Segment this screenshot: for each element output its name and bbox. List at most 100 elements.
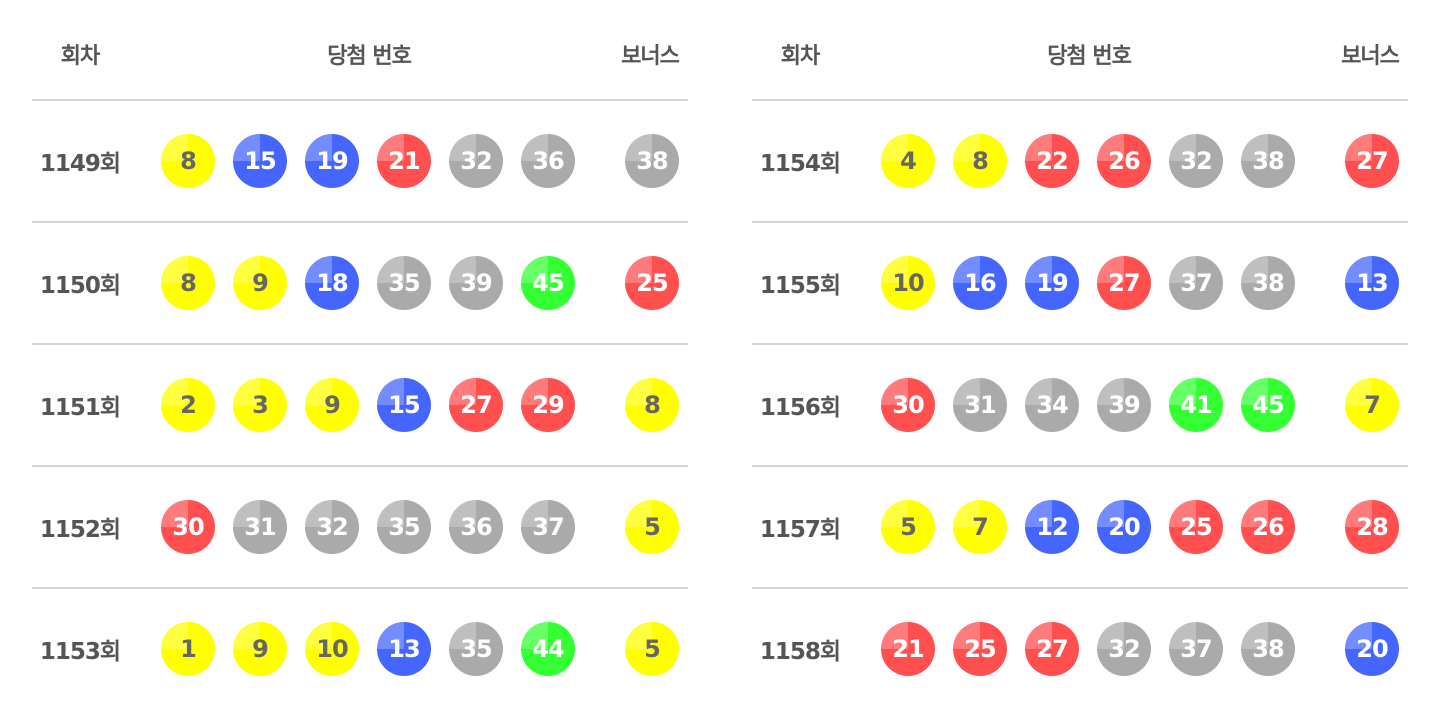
number-ball: 3 xyxy=(233,378,287,432)
ball-number: 27 xyxy=(1356,147,1388,175)
number-ball: 5 xyxy=(881,500,935,554)
ball-number: 13 xyxy=(388,635,420,663)
number-ball: 32 xyxy=(1169,134,1223,188)
ball-number: 36 xyxy=(460,513,492,541)
number-ball: 7 xyxy=(953,500,1007,554)
round-number: 1156회 xyxy=(759,395,841,421)
number-ball: 36 xyxy=(449,500,503,554)
header-numbers: 당첨 번호 xyxy=(327,44,412,69)
ball-number: 30 xyxy=(892,391,924,419)
ball-number: 27 xyxy=(460,391,492,419)
number-ball: 39 xyxy=(449,256,503,310)
number-ball: 45 xyxy=(1241,378,1295,432)
row-divider xyxy=(752,343,1408,345)
bonus-ball: 8 xyxy=(625,378,679,432)
ball-number: 32 xyxy=(316,513,348,541)
ball-number: 20 xyxy=(1108,513,1140,541)
number-ball: 31 xyxy=(953,378,1007,432)
number-ball: 10 xyxy=(305,622,359,676)
number-ball: 8 xyxy=(953,134,1007,188)
ball-number: 4 xyxy=(900,147,917,175)
ball-number: 8 xyxy=(180,269,197,297)
ball-number: 9 xyxy=(252,269,269,297)
number-ball: 25 xyxy=(953,622,1007,676)
ball-number: 45 xyxy=(1252,391,1284,419)
ball-number: 32 xyxy=(1180,147,1212,175)
number-ball: 38 xyxy=(1241,256,1295,310)
header-round: 회차 xyxy=(60,44,100,69)
bonus-ball: 13 xyxy=(1345,256,1399,310)
number-ball: 27 xyxy=(1025,622,1079,676)
ball-number: 31 xyxy=(244,513,276,541)
number-ball: 35 xyxy=(449,622,503,676)
number-ball: 29 xyxy=(521,378,575,432)
ball-number: 21 xyxy=(892,635,924,663)
number-ball: 19 xyxy=(305,134,359,188)
ball-number: 9 xyxy=(324,391,341,419)
number-ball: 36 xyxy=(521,134,575,188)
number-ball: 1 xyxy=(161,622,215,676)
ball-number: 35 xyxy=(460,635,492,663)
number-ball: 9 xyxy=(233,622,287,676)
number-ball: 21 xyxy=(377,134,431,188)
number-ball: 35 xyxy=(377,256,431,310)
header-bonus: 보너스 xyxy=(1341,44,1400,69)
number-ball: 32 xyxy=(305,500,359,554)
row-divider xyxy=(32,343,688,345)
row-divider xyxy=(752,465,1408,467)
header-bonus: 보너스 xyxy=(621,44,680,69)
number-ball: 37 xyxy=(1169,622,1223,676)
round-number: 1151회 xyxy=(39,395,121,421)
number-ball: 4 xyxy=(881,134,935,188)
number-ball: 19 xyxy=(1025,256,1079,310)
ball-number: 39 xyxy=(1108,391,1140,419)
ball-number: 25 xyxy=(1180,513,1212,541)
ball-number: 8 xyxy=(972,147,989,175)
ball-number: 45 xyxy=(532,269,564,297)
number-ball: 2 xyxy=(161,378,215,432)
ball-number: 3 xyxy=(252,391,269,419)
number-ball: 16 xyxy=(953,256,1007,310)
results-table: 회차 당첨 번호 보너스 1149회 8 15 19 21 32 36 38 1150회 8 9 18 35 3… xyxy=(32,0,688,720)
ball-number: 32 xyxy=(460,147,492,175)
bonus-ball: 7 xyxy=(1345,378,1399,432)
ball-number: 20 xyxy=(1356,635,1388,663)
bonus-ball: 38 xyxy=(625,134,679,188)
ball-number: 16 xyxy=(964,269,996,297)
number-ball: 22 xyxy=(1025,134,1079,188)
number-ball: 21 xyxy=(881,622,935,676)
row-divider xyxy=(32,99,688,101)
ball-number: 18 xyxy=(316,269,348,297)
ball-number: 15 xyxy=(244,147,276,175)
number-ball: 31 xyxy=(233,500,287,554)
ball-number: 19 xyxy=(1036,269,1068,297)
round-number: 1155회 xyxy=(759,273,841,299)
number-ball: 26 xyxy=(1241,500,1295,554)
round-number: 1152회 xyxy=(39,517,121,543)
ball-number: 35 xyxy=(388,269,420,297)
number-ball: 39 xyxy=(1097,378,1151,432)
bonus-ball: 28 xyxy=(1345,500,1399,554)
ball-number: 34 xyxy=(1036,391,1068,419)
number-ball: 32 xyxy=(449,134,503,188)
round-number: 1154회 xyxy=(759,151,841,177)
ball-number: 39 xyxy=(460,269,492,297)
row-divider xyxy=(752,221,1408,223)
ball-number: 19 xyxy=(316,147,348,175)
ball-number: 21 xyxy=(388,147,420,175)
ball-number: 5 xyxy=(900,513,917,541)
row-divider xyxy=(32,587,688,589)
number-ball: 38 xyxy=(1241,134,1295,188)
ball-number: 1 xyxy=(180,635,197,663)
ball-number: 37 xyxy=(1180,635,1212,663)
ball-number: 22 xyxy=(1036,147,1068,175)
ball-number: 9 xyxy=(252,635,269,663)
ball-number: 26 xyxy=(1108,147,1140,175)
ball-number: 13 xyxy=(1356,269,1388,297)
ball-number: 32 xyxy=(1108,635,1140,663)
ball-number: 27 xyxy=(1036,635,1068,663)
number-ball: 18 xyxy=(305,256,359,310)
ball-number: 5 xyxy=(644,513,661,541)
number-ball: 27 xyxy=(449,378,503,432)
ball-number: 25 xyxy=(636,269,668,297)
